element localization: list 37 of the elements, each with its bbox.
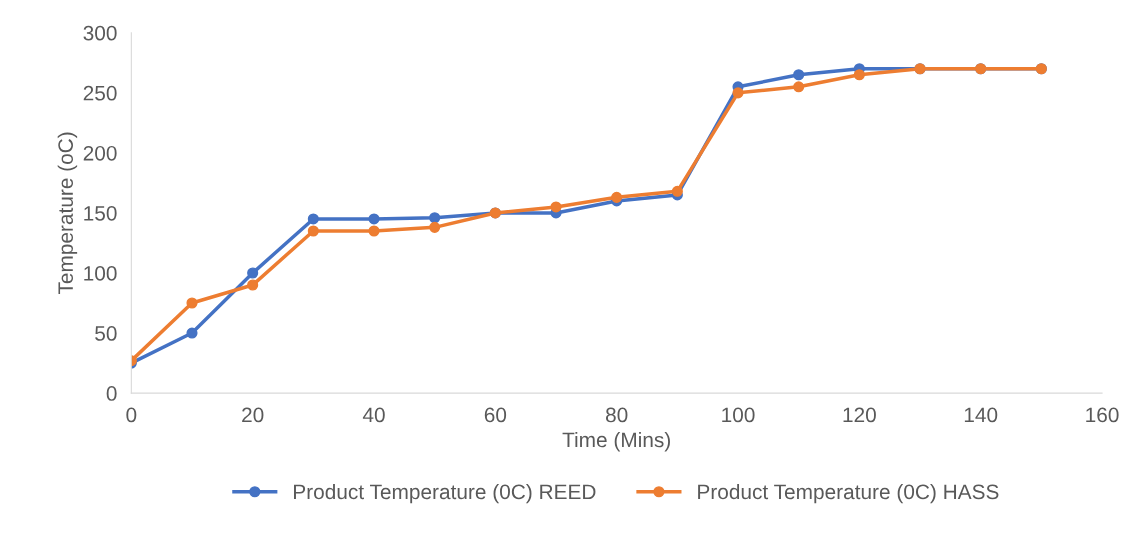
x-tick-label: 80 (606, 407, 628, 423)
x-tick-label: 120 (843, 407, 876, 423)
y-tick-label: 150 (84, 205, 117, 221)
point (671, 185, 683, 197)
x-tick-label: 40 (362, 407, 385, 423)
point (247, 267, 259, 279)
x-tick-label: 160 (1086, 407, 1119, 423)
x-tick-label: 100 (722, 407, 755, 423)
point (793, 81, 805, 93)
y-tick-label: 250 (83, 85, 117, 101)
point (368, 213, 380, 225)
point (793, 69, 805, 81)
y-tick-label: 0 (106, 386, 117, 401)
point (429, 221, 441, 233)
y-tick-label: 100 (84, 266, 117, 281)
point (307, 225, 319, 237)
x-axis-title: Time (Mins) (562, 431, 670, 452)
y-tick-label: 300 (83, 25, 117, 41)
x-tick-label: 0 (126, 407, 137, 423)
y-axis-title: Temperature (oC) (57, 132, 78, 295)
point (732, 87, 744, 99)
x-tick-label: 20 (242, 407, 264, 423)
point (550, 201, 562, 213)
y-tick-label: 200 (83, 145, 117, 161)
point (247, 279, 259, 291)
x-tick-label: 140 (964, 407, 998, 423)
legend-label: Product Temperature (0C) REED (294, 483, 596, 504)
point (307, 213, 319, 225)
point (186, 327, 198, 339)
point (186, 297, 198, 309)
point (429, 212, 441, 224)
x-tick-label: 60 (484, 407, 507, 423)
point (853, 69, 865, 81)
legend-label: Product Temperature (0C) HASS (698, 483, 999, 504)
point (368, 225, 380, 237)
y-tick-label: 50 (95, 326, 117, 341)
point (611, 191, 623, 203)
